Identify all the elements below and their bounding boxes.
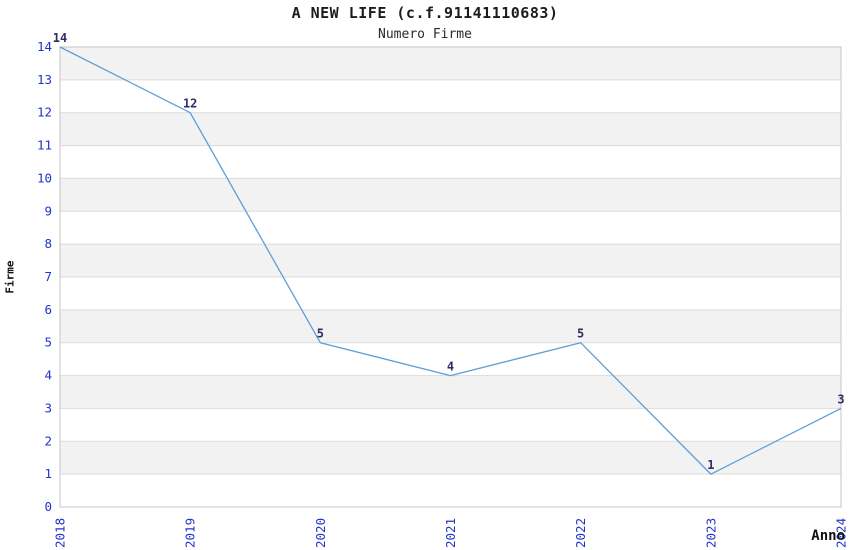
x-tick-label: 2021 — [443, 518, 458, 548]
point-label: 12 — [183, 97, 197, 111]
y-tick-label: 6 — [44, 302, 52, 317]
point-label: 3 — [837, 392, 844, 406]
point-label: 5 — [317, 327, 324, 341]
y-tick-label: 4 — [44, 368, 52, 383]
y-tick-label: 10 — [37, 170, 52, 185]
plot-band — [60, 375, 841, 409]
chart-title: A NEW LIFE (c.f.91141110683) — [291, 4, 559, 22]
plot-border — [59, 46, 842, 508]
y-tick-label: 2 — [44, 433, 52, 448]
plot-band — [60, 244, 841, 277]
plot-band — [60, 309, 841, 343]
point-label: 1 — [707, 458, 714, 472]
x-tick-label: 2024 — [834, 518, 849, 548]
y-tick-label: 1 — [44, 466, 52, 481]
x-tick-label: 2019 — [183, 518, 198, 548]
x-axis-title: Anno — [811, 528, 845, 544]
y-tick-label: 9 — [44, 203, 52, 218]
y-tick-label: 11 — [37, 138, 52, 153]
y-tick-label: 14 — [37, 39, 52, 54]
y-tick-label: 13 — [37, 72, 52, 87]
x-tick-label: 2022 — [573, 518, 588, 548]
x-tick-label: 2023 — [703, 518, 718, 548]
x-tick-label: 2020 — [313, 518, 328, 548]
y-tick-label: 7 — [44, 269, 52, 284]
plot-band — [60, 441, 841, 475]
plot-band — [60, 112, 841, 146]
data-line — [59, 46, 842, 475]
point-label: 5 — [577, 327, 584, 341]
plot-band — [60, 47, 841, 80]
chart-subtitle: Numero Firme — [378, 27, 472, 42]
point-label: 14 — [53, 31, 67, 45]
y-tick-label: 3 — [44, 400, 52, 415]
x-tick-label: 2018 — [53, 518, 68, 548]
y-tick-label: 8 — [44, 236, 52, 251]
plot-band — [60, 178, 841, 212]
y-tick-label: 12 — [37, 105, 52, 120]
point-label: 4 — [447, 360, 454, 374]
y-tick-label: 5 — [44, 335, 52, 350]
y-tick-label: 0 — [44, 499, 52, 514]
